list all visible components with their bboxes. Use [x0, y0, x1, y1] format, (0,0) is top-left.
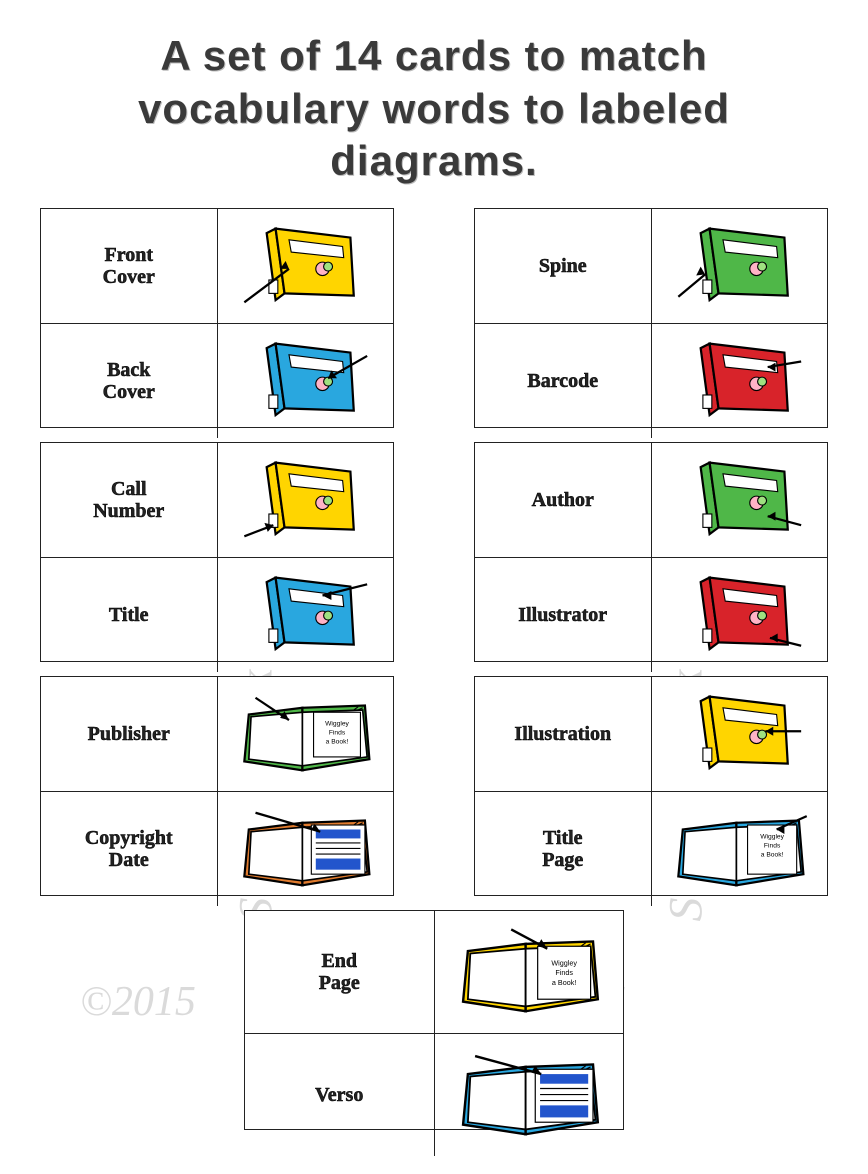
card-row: BackCover: [41, 324, 393, 438]
vocab-label: Spine: [539, 255, 587, 277]
book-icon: [656, 681, 823, 787]
card-row: CallNumber: [41, 443, 393, 558]
card-label-cell: CallNumber: [41, 443, 218, 557]
card-row: CopyrightDate: [41, 792, 393, 906]
svg-text:a Book!: a Book!: [760, 851, 783, 858]
vocab-label: Illustrator: [518, 604, 607, 626]
card-label-cell: Publisher: [41, 677, 218, 791]
card-pair: Publisher Wiggley Finds a Book! Copyrigh…: [40, 676, 394, 896]
book-icon: [656, 213, 823, 319]
svg-text:Finds: Finds: [555, 968, 573, 977]
vocab-label: CallNumber: [93, 478, 164, 522]
open-book-icon: [222, 796, 389, 902]
vocab-label: Title: [109, 604, 149, 626]
card-label-cell: Title: [41, 558, 218, 672]
card-grid: Sandy Liptak Sandy Liptak ©2015 ©2015 Fr…: [0, 208, 868, 1130]
card-diagram-cell: [652, 558, 828, 672]
vocab-label: FrontCover: [103, 244, 155, 288]
card-pair: Illustration TitlePage Wiggley Finds a B…: [474, 676, 828, 896]
card-diagram-cell: Wiggley Finds a Book!: [652, 792, 828, 906]
vocab-label: EndPage: [319, 950, 360, 994]
card-pair: FrontCover BackCover: [40, 208, 394, 428]
svg-text:Wiggley: Wiggley: [551, 958, 577, 967]
card-row: Verso: [245, 1034, 623, 1156]
card-label-cell: Verso: [245, 1034, 435, 1156]
card-pair: Author Illustrator: [474, 442, 828, 662]
card-row: Illustration: [475, 677, 827, 792]
vocab-label: Author: [532, 489, 594, 511]
card-pair: CallNumber Title: [40, 442, 394, 662]
card-label-cell: Author: [475, 443, 652, 557]
card-diagram-cell: [435, 1034, 624, 1156]
card-label-cell: FrontCover: [41, 209, 218, 323]
card-diagram-cell: [652, 324, 828, 438]
card-diagram-cell: Wiggley Finds a Book!: [435, 911, 624, 1033]
card-row: FrontCover: [41, 209, 393, 324]
card-diagram-cell: [218, 558, 394, 672]
card-pair: Spine Barcode: [474, 208, 828, 428]
card-diagram-cell: [652, 443, 828, 557]
book-icon: [656, 447, 823, 553]
center-block: EndPage Wiggley Finds a Book! Verso: [40, 910, 828, 1130]
card-label-cell: Illustration: [475, 677, 652, 791]
card-label-cell: TitlePage: [475, 792, 652, 906]
card-diagram-cell: [218, 209, 394, 323]
book-icon: [222, 213, 389, 319]
book-icon: [656, 562, 823, 668]
card-diagram-cell: [218, 443, 394, 557]
svg-text:Finds: Finds: [328, 729, 345, 736]
svg-text:Wiggley: Wiggley: [760, 833, 784, 840]
open-book-icon: Wiggley Finds a Book!: [222, 681, 389, 787]
vocab-label: Publisher: [88, 723, 170, 745]
svg-text:Wiggley: Wiggley: [325, 720, 349, 727]
card-row: TitlePage Wiggley Finds a Book!: [475, 792, 827, 906]
card-label-cell: BackCover: [41, 324, 218, 438]
book-icon: [222, 328, 389, 434]
vocab-label: BackCover: [103, 359, 155, 403]
card-row: Spine: [475, 209, 827, 324]
book-icon: [656, 328, 823, 434]
card-label-cell: Barcode: [475, 324, 652, 438]
card-row: Title: [41, 558, 393, 672]
vocab-label: TitlePage: [542, 827, 583, 871]
open-book-icon: Wiggley Finds a Book!: [656, 796, 823, 902]
card-diagram-cell: [652, 209, 828, 323]
card-diagram-cell: [218, 324, 394, 438]
card-diagram-cell: Wiggley Finds a Book!: [218, 677, 394, 791]
card-label-cell: CopyrightDate: [41, 792, 218, 906]
svg-text:a Book!: a Book!: [551, 977, 575, 986]
vocab-label: Verso: [315, 1084, 363, 1106]
card-label-cell: EndPage: [245, 911, 435, 1033]
vocab-label: Illustration: [514, 723, 611, 745]
card-row: Barcode: [475, 324, 827, 438]
card-diagram-cell: [652, 677, 828, 791]
card-row: Illustrator: [475, 558, 827, 672]
card-pair: EndPage Wiggley Finds a Book! Verso: [244, 910, 624, 1130]
book-icon: [222, 447, 389, 553]
open-book-icon: [439, 1038, 619, 1152]
card-label-cell: Illustrator: [475, 558, 652, 672]
open-book-icon: Wiggley Finds a Book!: [439, 915, 619, 1029]
book-icon: [222, 562, 389, 668]
page-title: A set of 14 cards to match vocabulary wo…: [0, 0, 868, 208]
vocab-label: CopyrightDate: [85, 827, 173, 871]
card-row: Publisher Wiggley Finds a Book!: [41, 677, 393, 792]
card-diagram-cell: [218, 792, 394, 906]
card-label-cell: Spine: [475, 209, 652, 323]
svg-text:Finds: Finds: [763, 842, 780, 849]
vocab-label: Barcode: [527, 370, 598, 392]
card-row: EndPage Wiggley Finds a Book!: [245, 911, 623, 1034]
card-row: Author: [475, 443, 827, 558]
svg-text:a Book!: a Book!: [325, 738, 348, 745]
